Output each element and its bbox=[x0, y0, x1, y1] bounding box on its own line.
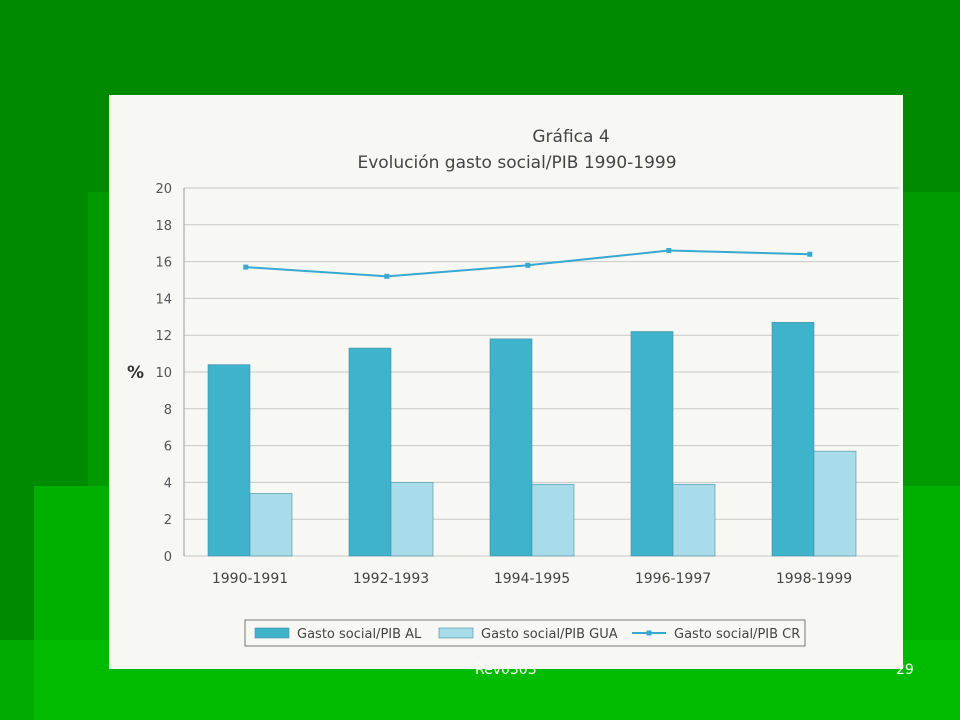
line-point bbox=[666, 248, 672, 254]
x-tick-label: 1998-1999 bbox=[776, 571, 852, 587]
x-tick-label: 1994-1995 bbox=[494, 571, 570, 587]
slide-footer-text: Rev0303 bbox=[475, 662, 537, 678]
x-tick-label: 1996-1997 bbox=[635, 571, 711, 587]
line-point bbox=[243, 264, 249, 270]
legend-swatch bbox=[438, 627, 474, 639]
legend-label: Gasto social/PIB AL bbox=[297, 627, 422, 642]
y-axis-label: % bbox=[127, 363, 144, 383]
x-axis-ticks: 1990-1991 1992-1993 1994-1995 1996-1997 1998… bbox=[212, 571, 852, 587]
bar-al bbox=[771, 322, 815, 557]
y-tick-label: 18 bbox=[155, 219, 172, 234]
legend-label: Gasto social/PIB GUA bbox=[481, 627, 618, 642]
slide-page-number: 29 bbox=[896, 662, 914, 678]
legend-marker bbox=[646, 630, 652, 636]
y-tick-label: 2 bbox=[164, 513, 172, 528]
bar-gua bbox=[672, 483, 716, 557]
bars bbox=[207, 322, 857, 557]
bar-al bbox=[630, 331, 674, 557]
chart-title: Gráfica 4 bbox=[532, 127, 609, 147]
y-tick-label: 0 bbox=[164, 550, 172, 565]
line-point bbox=[807, 251, 813, 257]
y-tick-label: 8 bbox=[164, 403, 172, 418]
bar-gua bbox=[390, 482, 434, 557]
bar-al bbox=[348, 347, 392, 557]
y-axis-ticks: 0 2 4 6 8 10 12 14 16 18 20 bbox=[155, 182, 172, 565]
y-tick-label: 14 bbox=[155, 292, 172, 307]
legend-label: Gasto social/PIB CR bbox=[674, 627, 800, 642]
y-tick-label: 20 bbox=[155, 182, 172, 197]
chart: Gráfica 4 Evolución gasto social/PIB 199… bbox=[127, 127, 899, 647]
bar-gua bbox=[813, 450, 857, 557]
bar-gua bbox=[249, 493, 293, 557]
chart-subtitle: Evolución gasto social/PIB 1990-1999 bbox=[357, 153, 676, 173]
legend-box bbox=[244, 619, 806, 647]
bar-gua bbox=[531, 483, 575, 557]
bar-al bbox=[207, 364, 251, 557]
y-tick-label: 12 bbox=[155, 329, 172, 344]
bar-al bbox=[489, 338, 533, 557]
y-tick-label: 4 bbox=[164, 476, 172, 491]
line-series bbox=[243, 248, 813, 279]
legend-swatch bbox=[254, 627, 290, 639]
line-point bbox=[384, 273, 390, 279]
y-tick-label: 6 bbox=[164, 440, 172, 455]
line-point bbox=[525, 262, 531, 268]
chart-card: Gráfica 4 Evolución gasto social/PIB 199… bbox=[109, 95, 903, 669]
y-tick-label: 10 bbox=[155, 366, 172, 381]
x-tick-label: 1990-1991 bbox=[212, 571, 288, 587]
x-tick-label: 1992-1993 bbox=[353, 571, 429, 587]
y-tick-label: 16 bbox=[155, 256, 172, 271]
legend: Gasto social/PIB AL Gasto social/PIB GUA G… bbox=[244, 619, 806, 647]
